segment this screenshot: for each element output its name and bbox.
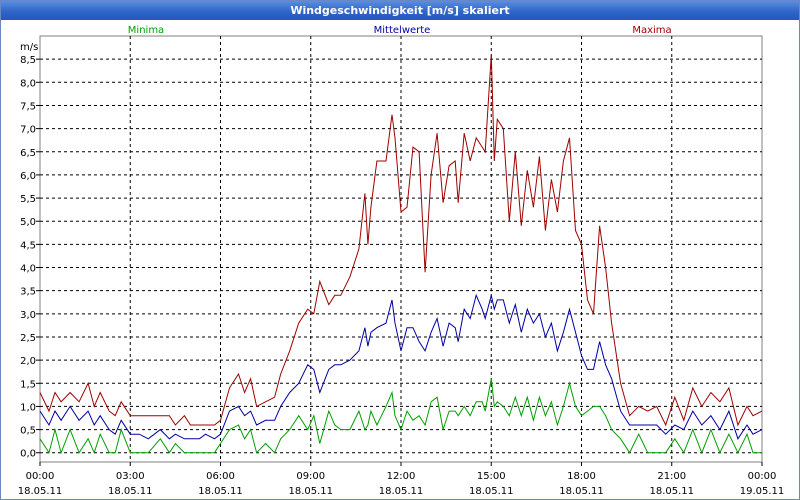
x-tick-label-time: 00:00: [26, 471, 55, 482]
y-tick-label: 0,0: [20, 449, 36, 460]
y-tick-label: 7,5: [20, 101, 36, 112]
y-tick-label: 5,5: [20, 194, 36, 205]
x-tick-label-time: 12:00: [387, 471, 416, 482]
x-tick-label-date: 19.05.11: [740, 486, 785, 497]
y-axis-label: m/s: [20, 42, 38, 53]
x-tick-label-time: 09:00: [296, 471, 325, 482]
x-tick-label-date: 18.05.11: [559, 486, 604, 497]
y-tick-label: 6,0: [20, 171, 36, 182]
legend: Maxima Mittelwerte Minima: [128, 25, 672, 36]
x-tick-label-time: 00:00: [748, 471, 777, 482]
y-tick-label: 1,5: [20, 379, 36, 390]
y-tick-label: 5,0: [20, 217, 36, 228]
x-tick-label-time: 15:00: [477, 471, 506, 482]
legend-entry-minima: Minima: [128, 25, 164, 36]
y-tick-label: 3,0: [20, 310, 36, 321]
series-line-maxima: [39, 54, 763, 427]
x-tick-label-date: 18.05.11: [18, 486, 63, 497]
x-tick-label-time: 21:00: [657, 471, 686, 482]
y-tick-label: 3,5: [20, 287, 36, 298]
x-tick-label-date: 18.05.11: [198, 486, 243, 497]
y-tick-label: 4,0: [20, 264, 36, 275]
legend-entry-maxima: Maxima: [632, 25, 671, 36]
x-axis: 00:00 18.05.11 03:00 18.05.11 06:00 18.05.11 0…: [18, 462, 785, 497]
x-tick-label-time: 03:00: [116, 471, 145, 482]
y-tick-label: 2,0: [20, 356, 36, 367]
series-line-mittelwerte: [39, 293, 763, 440]
chart-title: Windgeschwindigkeit [m/s] skaliert: [1, 1, 799, 20]
y-tick-label: 4,5: [20, 240, 36, 251]
y-tick-label: 1,0: [20, 402, 36, 413]
x-tick-label-time: 18:00: [567, 471, 596, 482]
y-tick-label: 2,5: [20, 333, 36, 344]
y-tick-label: 7,0: [20, 125, 36, 136]
x-tick-label-time: 06:00: [206, 471, 235, 482]
y-axis: 0,0 0,5 1,0 1,5 2,0 2,5 3,0 3,5 4,0 4,5 5,0 5,5 6,0 6…: [20, 55, 40, 460]
y-tick-label: 8,5: [20, 55, 36, 66]
series-line-minima: [39, 378, 762, 455]
x-tick-label-date: 18.05.11: [379, 486, 424, 497]
x-tick-label-date: 18.05.11: [649, 486, 694, 497]
x-tick-label-date: 18.05.11: [108, 486, 153, 497]
series-lines: [39, 54, 763, 455]
x-tick-label-date: 18.05.11: [469, 486, 514, 497]
y-tick-label: 6,5: [20, 148, 36, 159]
x-tick-label-date: 18.05.11: [288, 486, 333, 497]
legend-entry-mittelwerte: Mittelwerte: [374, 25, 431, 36]
y-tick-label: 8,0: [20, 78, 36, 89]
y-tick-label: 0,5: [20, 426, 36, 437]
